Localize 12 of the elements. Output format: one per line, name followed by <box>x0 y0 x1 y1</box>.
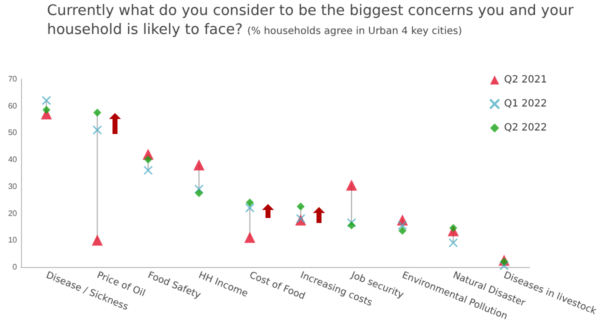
y-tick-label: 0 <box>12 262 18 272</box>
y-tick-label: 40 <box>8 155 18 164</box>
legend-label: Q2 2021 <box>504 74 548 86</box>
y-tick-label: 20 <box>8 208 18 218</box>
y-tick-label: 70 <box>8 74 18 84</box>
legend-label: Q1 2022 <box>504 98 548 110</box>
y-tick-label: 60 <box>8 101 18 110</box>
y-tick-label: 10 <box>8 236 18 245</box>
y-tick-label: 30 <box>8 182 18 191</box>
legend-label: Q2 2022 <box>504 122 548 134</box>
y-tick-label: 50 <box>8 128 18 138</box>
chart-subtitle: (% households agree in Urban 4 key cities) <box>247 26 462 37</box>
